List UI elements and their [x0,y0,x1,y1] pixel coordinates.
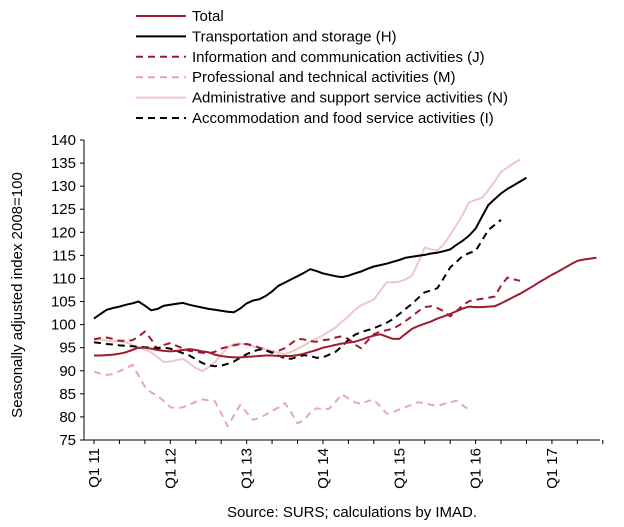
x-tick-label: Q1 16 [468,448,485,489]
y-tick-label: 140 [51,132,76,149]
y-tick-label: 120 [51,224,76,241]
legend-label: Transportation and storage (H) [192,28,397,45]
y-tick-label: 75 [59,432,76,449]
series-line-1 [93,176,528,320]
y-tick-label: 115 [52,247,76,264]
legend-label: Administrative and support service activ… [192,90,508,107]
y-tick-label: 95 [59,340,76,357]
y-axis-title: Seasonally adjusted index 2008=100 [9,172,26,418]
y-tick-label: 85 [59,386,76,403]
x-tick-label: Q1 12 [162,448,179,489]
legend-label: Total [192,8,224,25]
series-line-5 [93,219,502,368]
series-line-4 [93,158,521,373]
x-tick-label: Q1 17 [544,448,561,489]
series-line-0 [94,256,597,359]
legend-label: Information and communication activities… [192,49,485,66]
y-axis: 75 80 85 90 95 100 105 110 115 120 125 130 135 140 [51,132,85,449]
legend-label: Professional and technical activities (M… [192,69,455,86]
y-tick-label: 130 [51,178,76,195]
x-tick-label: Q1 11 [86,448,103,488]
y-tick-label: 90 [59,363,76,380]
legend: Total Transportation and storage (H) Infor… [136,8,508,127]
series-line-2 [93,276,521,355]
y-tick-label: 105 [51,294,76,311]
series-layer [93,158,597,428]
y-tick-label: 80 [59,409,76,426]
x-tick-label: Q1 14 [315,448,332,489]
x-axis: Q1 11 Q1 12 Q1 13 Q1 14 Q1 15 Q1 16 Q1 17 [84,439,604,489]
x-tick-label: Q1 15 [391,448,408,489]
y-tick-label: 110 [52,270,76,287]
y-tick-label: 125 [51,201,76,218]
series-line-3 [93,363,470,428]
source-note: Source: SURS; calculations by IMAD. [227,504,477,521]
x-tick-label: Q1 13 [239,448,256,489]
legend-label: Accommodation and food service activitie… [192,110,494,127]
y-tick-label: 135 [51,155,76,172]
y-tick-label: 100 [51,317,76,334]
